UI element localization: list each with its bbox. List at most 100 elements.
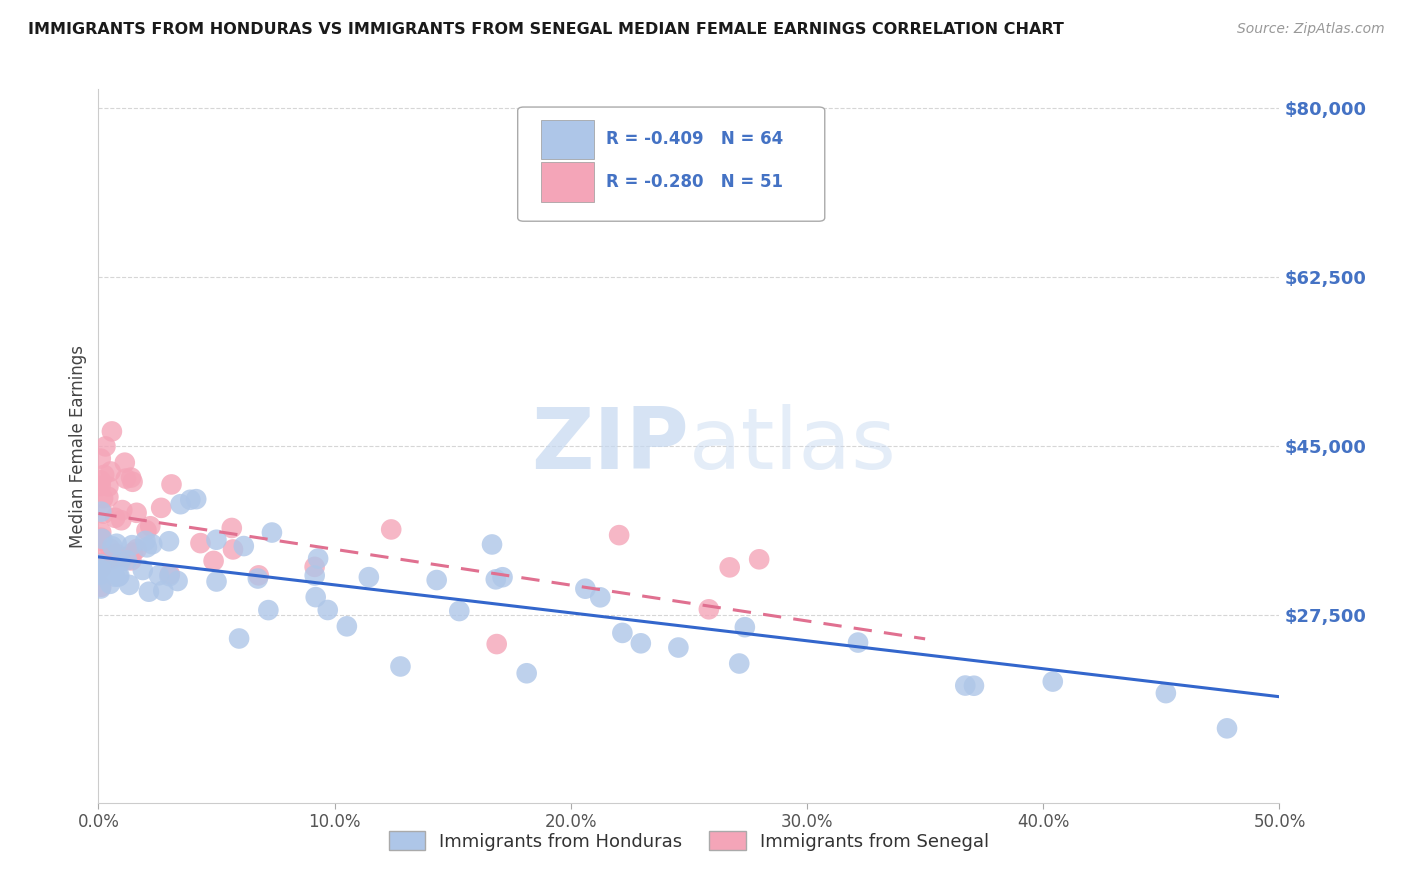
Point: [205, 574, 228, 589]
Point: [91, 532, 114, 546]
Point: [97, 479, 120, 493]
Point: [110, 513, 132, 527]
Text: Source: ZipAtlas.com: Source: ZipAtlas.com: [1237, 22, 1385, 37]
Point: [115, 553, 138, 567]
Point: [104, 510, 127, 524]
Text: atlas: atlas: [689, 404, 897, 488]
Point: [104, 570, 127, 584]
Point: [304, 559, 326, 574]
Point: [481, 537, 503, 551]
Point: [697, 602, 720, 616]
Point: [105, 537, 128, 551]
Point: [90, 563, 112, 577]
Point: [90, 563, 112, 577]
Point: [90, 561, 112, 575]
Point: [426, 573, 449, 587]
Point: [305, 590, 328, 604]
Point: [186, 492, 208, 507]
Text: IMMIGRANTS FROM HONDURAS VS IMMIGRANTS FROM SENEGAL MEDIAN FEMALE EARNINGS CORRE: IMMIGRANTS FROM HONDURAS VS IMMIGRANTS F…: [28, 22, 1064, 37]
Point: [97, 490, 120, 504]
Point: [90, 479, 112, 493]
Point: [114, 456, 136, 470]
Point: [380, 523, 402, 537]
Point: [485, 637, 508, 651]
Text: ZIP: ZIP: [531, 404, 689, 488]
Point: [607, 528, 630, 542]
Point: [668, 640, 690, 655]
Point: [190, 536, 212, 550]
Point: [257, 603, 280, 617]
Point: [247, 568, 270, 582]
Point: [574, 582, 596, 596]
Point: [108, 568, 131, 582]
Point: [157, 534, 180, 549]
Point: [135, 524, 157, 538]
Point: [101, 425, 124, 439]
Point: [100, 553, 122, 567]
Point: [121, 475, 143, 489]
Point: [222, 542, 245, 557]
Point: [120, 470, 142, 484]
Point: [122, 545, 145, 559]
Point: [205, 533, 228, 547]
Point: [120, 553, 142, 567]
Point: [98, 541, 121, 556]
Point: [111, 503, 134, 517]
Point: [307, 551, 329, 566]
Point: [516, 666, 538, 681]
Point: [1042, 674, 1064, 689]
Point: [90, 567, 112, 582]
Point: [110, 554, 132, 568]
Point: [90, 531, 112, 545]
Point: [734, 620, 756, 634]
Point: [232, 539, 254, 553]
Point: [141, 537, 163, 551]
Point: [93, 467, 115, 482]
Point: [718, 560, 741, 574]
Point: [100, 465, 122, 479]
Point: [118, 578, 141, 592]
Point: [112, 549, 135, 564]
Point: [152, 583, 174, 598]
Point: [336, 619, 359, 633]
Point: [90, 582, 112, 596]
Point: [159, 567, 181, 582]
Point: [228, 632, 250, 646]
Point: [90, 525, 112, 540]
Point: [1154, 686, 1177, 700]
Point: [90, 557, 112, 571]
Point: [612, 626, 634, 640]
Point: [304, 568, 326, 582]
Point: [260, 525, 283, 540]
Point: [169, 497, 191, 511]
Point: [90, 534, 112, 549]
Point: [134, 533, 156, 548]
Point: [491, 570, 513, 584]
Point: [93, 507, 115, 521]
Point: [202, 554, 225, 568]
Bar: [541, 120, 595, 159]
Point: [179, 492, 201, 507]
Point: [90, 556, 112, 570]
Point: [955, 679, 977, 693]
Point: [90, 580, 112, 594]
Point: [159, 569, 181, 583]
Point: [94, 546, 117, 560]
Text: R = -0.280   N = 51: R = -0.280 N = 51: [606, 173, 783, 191]
Point: [357, 570, 380, 584]
Point: [485, 572, 508, 586]
Point: [100, 564, 122, 578]
Bar: [541, 162, 595, 202]
Legend: Immigrants from Honduras, Immigrants from Senegal: Immigrants from Honduras, Immigrants fro…: [381, 824, 997, 858]
Point: [748, 552, 770, 566]
Point: [90, 505, 112, 519]
Point: [125, 506, 148, 520]
Point: [1216, 722, 1239, 736]
Point: [98, 577, 121, 591]
Point: [132, 563, 155, 577]
Point: [316, 603, 339, 617]
Point: [246, 572, 269, 586]
Point: [90, 451, 112, 466]
Point: [107, 569, 129, 583]
Point: [101, 540, 124, 554]
